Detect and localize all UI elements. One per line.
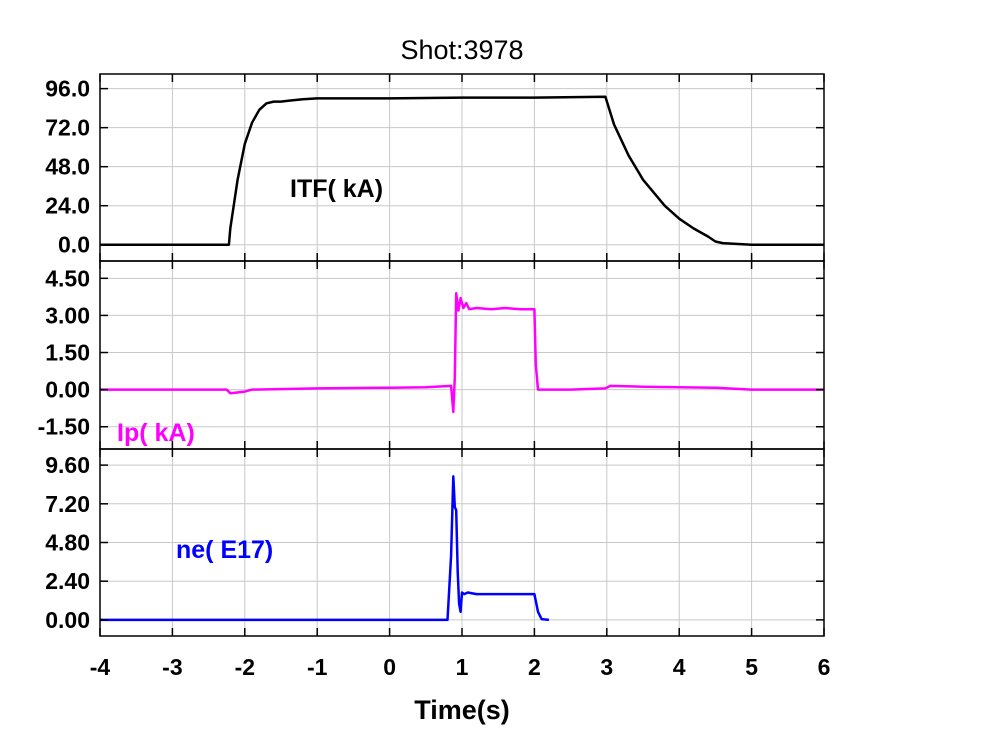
x-tick-label: -1 — [307, 654, 328, 680]
y-tick-label: 3.00 — [45, 302, 90, 328]
series-line — [100, 95, 824, 246]
x-tick-label: -3 — [162, 654, 182, 680]
panel-1: 0.0 24.0 48.0 72.0 96.0 ITF( kA) — [45, 73, 825, 262]
series-label: ITF( kA) — [290, 175, 383, 203]
chart-title: Shot:3978 — [400, 35, 523, 65]
y-tick-label: 0.0 — [58, 232, 90, 258]
y-tick-label: 7.20 — [45, 491, 90, 517]
series-line — [100, 475, 550, 622]
x-tick-label: 3 — [600, 654, 613, 680]
y-tick-label: 9.60 — [45, 452, 90, 478]
x-tick-label: 2 — [528, 654, 541, 680]
y-tick-label: 4.80 — [45, 530, 90, 556]
series-line — [100, 291, 824, 414]
x-tick-label: -2 — [235, 654, 255, 680]
x-axis: -4 -3 -2 -1 0 1 2 3 4 5 6 — [90, 654, 831, 680]
x-axis-label: Time(s) — [414, 695, 510, 725]
y-tick-label: 4.50 — [45, 265, 90, 291]
y-tick-label: 1.50 — [45, 340, 90, 366]
x-tick-label: 5 — [745, 654, 758, 680]
y-tick-label: 0.00 — [45, 607, 90, 633]
y-tick-label: 72.0 — [45, 115, 90, 141]
x-tick-label: 0 — [383, 654, 396, 680]
y-tick-label: 0.00 — [45, 377, 90, 403]
x-tick-label: 1 — [456, 654, 469, 680]
y-tick-label: 24.0 — [45, 193, 90, 219]
panel-2: -1.50 0.00 1.50 3.00 4.50 Ip( kA) — [38, 260, 825, 450]
x-tick-label: 6 — [818, 654, 831, 680]
y-tick-label: 48.0 — [45, 154, 90, 180]
series-label: Ip( kA) — [117, 419, 195, 447]
panels-layer: 0.0 24.0 48.0 72.0 96.0 ITF( kA) -1.50 0.00 1.50… — [38, 73, 831, 680]
y-tick-label: 96.0 — [45, 76, 90, 102]
panel-3: 0.00 2.40 4.80 7.20 9.60 ne( E17) — [45, 448, 825, 637]
x-tick-label: -4 — [90, 654, 111, 680]
x-tick-label: 4 — [673, 654, 686, 680]
series-label: ne( E17) — [176, 536, 273, 564]
y-tick-label: 2.40 — [45, 568, 90, 594]
y-tick-label: -1.50 — [38, 414, 90, 440]
